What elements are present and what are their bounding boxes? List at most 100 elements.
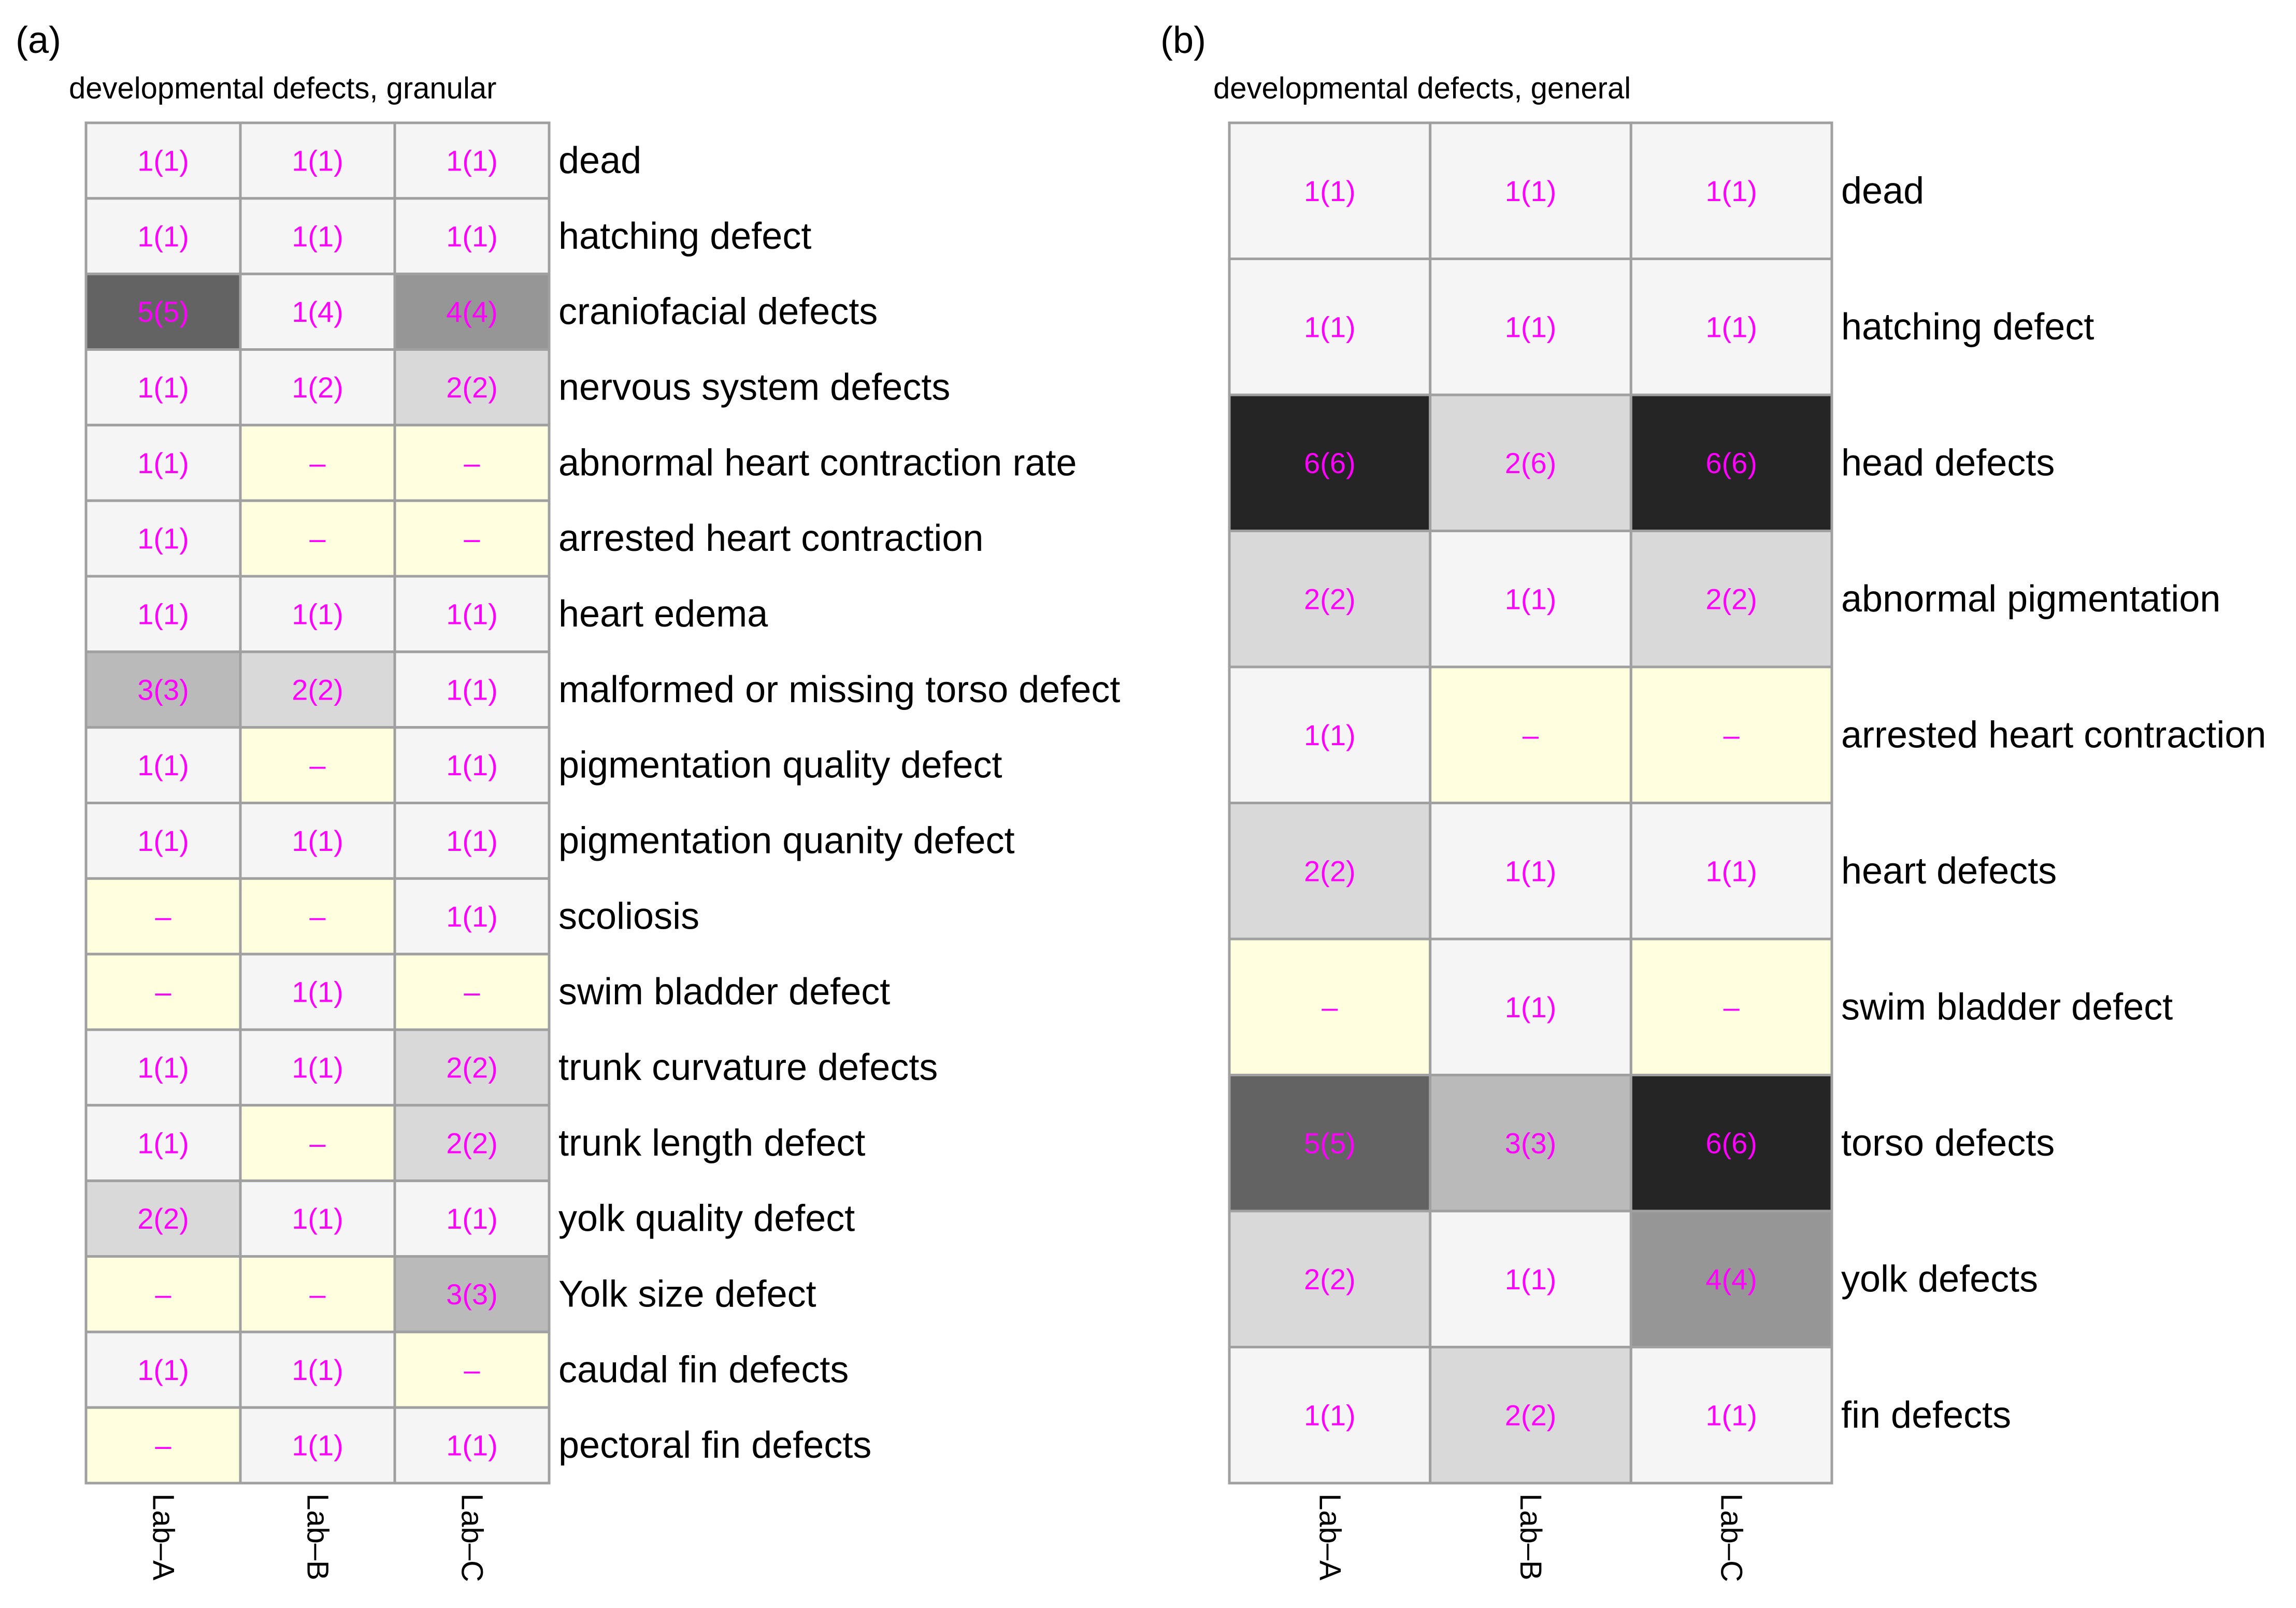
heatmap-cell <box>84 877 242 956</box>
column-label: Lab–A <box>1313 1493 1346 1581</box>
panel-a-title: developmental defects, granular <box>69 72 496 105</box>
column-label: Lab–C <box>1715 1493 1748 1582</box>
heatmap-general: 1(1) 1(1) 1(1) dead 1(1) 1(1) 1(1) hatching def… <box>1228 121 2266 1582</box>
row-label: arrested heart contraction <box>558 518 983 559</box>
cell-value-label: – <box>1322 991 1338 1023</box>
heatmap-cell <box>239 802 396 880</box>
heatmap-cell <box>1228 1074 1432 1213</box>
cell-value-label: 1(1) <box>137 597 189 630</box>
cell-value-label: – <box>309 1278 326 1311</box>
cell-value-label: 1(1) <box>446 1429 498 1462</box>
cell-value-label: – <box>309 1127 326 1159</box>
cell-value-label: 6(6) <box>1304 447 1356 479</box>
cell-value-label: 1(1) <box>137 1127 189 1159</box>
heatmap-cell <box>1629 937 1833 1076</box>
row-label: dead <box>558 140 641 181</box>
cell-value-label: – <box>155 976 171 1008</box>
heatmap-cell <box>239 273 396 351</box>
cell-value-label: 2(2) <box>446 1051 498 1084</box>
cell-value-label: 2(2) <box>1304 855 1356 887</box>
row-label: head defects <box>1841 442 2055 483</box>
cell-value-label: 2(2) <box>137 1202 189 1235</box>
heatmap-cell <box>1429 1074 1632 1213</box>
row-label: hatching defect <box>558 216 811 257</box>
row-label: pigmentation quality defect <box>558 745 1002 786</box>
heatmap-cell <box>1228 121 1432 260</box>
cell-value-label: 1(1) <box>137 447 189 479</box>
heatmap-cell <box>239 1255 396 1333</box>
cell-value-label: 1(1) <box>1505 310 1557 343</box>
cell-value-label: 4(4) <box>446 295 498 328</box>
cell-value-label: 3(3) <box>137 673 189 706</box>
heatmap-cell <box>239 1330 396 1409</box>
heatmap-cell <box>393 726 551 804</box>
column-label: Lab–C <box>455 1493 489 1582</box>
cell-value-label: 2(2) <box>292 673 343 706</box>
column-label: Lab–A <box>147 1493 180 1581</box>
heatmap-cell <box>393 1104 551 1183</box>
cell-value-label: – <box>155 900 171 933</box>
row-label: caudal fin defects <box>558 1349 849 1390</box>
heatmap-cell <box>393 575 551 653</box>
cell-value-label: 1(1) <box>292 597 343 630</box>
cell-value-label: 2(2) <box>1505 1399 1557 1431</box>
cell-value-label: 1(1) <box>292 144 343 177</box>
heatmap-cell <box>1228 1209 1432 1348</box>
cell-value-label: 1(1) <box>292 1354 343 1386</box>
row-label: craniofacial defects <box>558 291 878 333</box>
cell-value-label: 1(1) <box>446 144 498 177</box>
row-label: fin defects <box>1841 1394 2011 1436</box>
cell-value-label: – <box>1523 719 1539 751</box>
heatmap-cell <box>84 499 242 578</box>
heatmap-cell <box>1429 258 1632 396</box>
row-label: torso defects <box>1841 1122 2055 1164</box>
cell-value-label: 1(2) <box>292 371 343 404</box>
row-label: yolk defects <box>1841 1258 2038 1300</box>
heatmap-cell <box>1429 1346 1632 1485</box>
cell-value-label: 1(1) <box>137 522 189 555</box>
heatmap-cell <box>84 650 242 729</box>
cell-value-label: – <box>309 522 326 555</box>
heatmap-cell <box>239 1406 396 1485</box>
heatmap-cell <box>84 802 242 880</box>
heatmap-cell <box>1228 530 1432 668</box>
cell-value-label: 1(1) <box>137 144 189 177</box>
row-label: arrested heart contraction <box>1841 714 2266 756</box>
cell-value-label: 1(1) <box>292 220 343 252</box>
cell-value-label: 1(1) <box>1705 175 1757 207</box>
row-label: swim bladder defect <box>1841 986 2173 1028</box>
heatmap-cell <box>393 348 551 426</box>
cell-value-label: 2(2) <box>1304 582 1356 615</box>
cell-value-label: 1(1) <box>1705 310 1757 343</box>
panel-a-label: (a) <box>16 20 61 61</box>
cell-value-label: 1(1) <box>137 371 189 404</box>
heatmap-cell <box>393 1028 551 1107</box>
cell-value-label: 1(1) <box>137 824 189 857</box>
row-label: yolk quality defect <box>558 1198 855 1240</box>
heatmap-cell <box>1629 665 1833 804</box>
row-label: pectoral fin defects <box>558 1425 871 1466</box>
row-label: dead <box>1841 170 1924 211</box>
cell-value-label: 6(6) <box>1705 1127 1757 1159</box>
heatmap-cell <box>393 1330 551 1409</box>
cell-value-label: 1(1) <box>1304 175 1356 207</box>
row-label: malformed or missing torso defect <box>558 669 1120 710</box>
cell-value-label: 1(1) <box>137 1354 189 1386</box>
cell-value-label: 3(3) <box>1505 1127 1557 1159</box>
cell-value-label: – <box>1724 719 1740 751</box>
column-label: Lab–B <box>1514 1493 1547 1581</box>
heatmap-cell <box>393 877 551 956</box>
cell-value-label: 1(1) <box>1304 719 1356 751</box>
cell-value-label: 1(4) <box>292 295 343 328</box>
heatmap-cell <box>1629 1209 1833 1348</box>
heatmap-cell <box>393 1179 551 1258</box>
heatmap-cell <box>1629 530 1833 668</box>
cell-value-label: 1(1) <box>446 900 498 933</box>
cell-value-label: 5(5) <box>1304 1127 1356 1159</box>
row-label: swim bladder defect <box>558 971 890 1013</box>
heatmap-cell <box>1429 665 1632 804</box>
heatmap-cell <box>1629 1346 1833 1485</box>
row-label: hatching defect <box>1841 306 2094 348</box>
column-label: Lab–B <box>301 1493 335 1581</box>
